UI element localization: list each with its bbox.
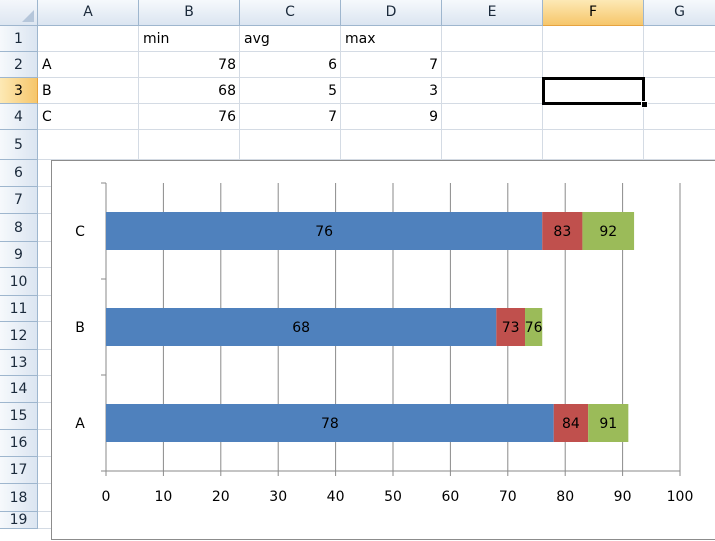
x-tick-label: 100 xyxy=(667,489,694,505)
column-header-f[interactable]: F xyxy=(543,0,644,26)
cell-b1[interactable]: min xyxy=(143,31,170,47)
row-gridline xyxy=(38,129,715,130)
row-header-6[interactable]: 6 xyxy=(0,160,38,187)
bar-segment xyxy=(106,212,543,250)
bar-segment xyxy=(582,212,635,250)
cell-c2[interactable]: 6 xyxy=(328,57,337,73)
column-header-c[interactable]: C xyxy=(240,0,341,26)
data-label: 76 xyxy=(525,320,543,336)
category-label: A xyxy=(75,416,85,432)
cell-b2[interactable]: 78 xyxy=(218,57,236,73)
bar-segment xyxy=(553,404,589,442)
row-header-19[interactable]: 19 xyxy=(0,512,38,529)
row-header-1[interactable]: 1 xyxy=(0,26,38,52)
row-gridline xyxy=(38,77,715,78)
row-header-14[interactable]: 14 xyxy=(0,376,38,403)
x-tick-label: 50 xyxy=(384,489,402,505)
bar-segment xyxy=(496,308,526,346)
bar-segment xyxy=(542,212,583,250)
fill-handle[interactable] xyxy=(641,101,648,108)
x-tick-label: 70 xyxy=(499,489,517,505)
cell-c1[interactable]: avg xyxy=(244,31,270,47)
row-header-4[interactable]: 4 xyxy=(0,104,38,130)
x-tick-label: 60 xyxy=(441,489,459,505)
column-header-e[interactable]: E xyxy=(442,0,543,26)
row-header-3[interactable]: 3 xyxy=(0,78,38,104)
column-header-a[interactable]: A xyxy=(38,0,139,26)
x-tick-label: 20 xyxy=(212,489,230,505)
cell-d3[interactable]: 3 xyxy=(429,83,438,99)
x-tick-label: 0 xyxy=(102,489,111,505)
x-tick-label: 90 xyxy=(614,489,632,505)
chart-plot: 0 10 20 30 40 50 60 70 80 90 100 A 78 84 91 B 68 73 76 C 76 8… xyxy=(75,182,694,505)
data-label: 76 xyxy=(315,224,333,240)
row-header-11[interactable]: 11 xyxy=(0,296,38,322)
row-header-18[interactable]: 18 xyxy=(0,484,38,512)
cell-b4[interactable]: 76 xyxy=(218,109,236,125)
data-label: 84 xyxy=(562,416,580,432)
column-header-g[interactable]: G xyxy=(644,0,715,26)
row-header-7[interactable]: 7 xyxy=(0,187,38,214)
row-header-5[interactable]: 5 xyxy=(0,130,38,160)
x-tick-label: 30 xyxy=(269,489,287,505)
data-label: 68 xyxy=(292,320,310,336)
row-gridline xyxy=(38,51,715,52)
row-header-2[interactable]: 2 xyxy=(0,52,38,78)
select-all-corner[interactable] xyxy=(0,0,38,26)
cell-d4[interactable]: 9 xyxy=(429,109,438,125)
cell-a2[interactable]: A xyxy=(42,57,52,73)
row-header-10[interactable]: 10 xyxy=(0,268,38,296)
data-label: 92 xyxy=(599,224,617,240)
row-header-13[interactable]: 13 xyxy=(0,350,38,376)
row-header-15[interactable]: 15 xyxy=(0,403,38,430)
category-label: B xyxy=(75,320,85,336)
row-header-12[interactable]: 12 xyxy=(0,322,38,350)
cell-c4[interactable]: 7 xyxy=(328,109,337,125)
data-label: 91 xyxy=(599,416,617,432)
cell-c3[interactable]: 5 xyxy=(328,83,337,99)
column-header-d[interactable]: D xyxy=(341,0,442,26)
select-all-icon xyxy=(22,10,34,22)
row-header-17[interactable]: 17 xyxy=(0,457,38,484)
cell-d1[interactable]: max xyxy=(345,31,376,47)
data-label: 78 xyxy=(321,416,339,432)
column-header-b[interactable]: B xyxy=(139,0,240,26)
row-gridline xyxy=(38,103,715,104)
cell-d2[interactable]: 7 xyxy=(429,57,438,73)
x-tick-label: 80 xyxy=(556,489,574,505)
cell-a4[interactable]: C xyxy=(42,109,52,125)
x-tick-label: 40 xyxy=(327,489,345,505)
active-cell-f3[interactable] xyxy=(542,77,645,105)
bar-segment xyxy=(106,404,554,442)
row-gridline xyxy=(38,159,715,160)
x-tick-label: 10 xyxy=(154,489,172,505)
bar-segment xyxy=(588,404,629,442)
stacked-bar-chart[interactable]: 0 10 20 30 40 50 60 70 80 90 100 A 78 84 91 B 68 73 76 C 76 8… xyxy=(51,160,715,540)
bar-segment xyxy=(106,308,497,346)
row-header-8[interactable]: 8 xyxy=(0,214,38,242)
row-header-9[interactable]: 9 xyxy=(0,242,38,268)
bar-segment xyxy=(525,308,543,346)
data-label: 73 xyxy=(502,320,520,336)
data-label: 83 xyxy=(553,224,571,240)
cell-b3[interactable]: 68 xyxy=(218,83,236,99)
row-header-16[interactable]: 16 xyxy=(0,430,38,457)
cell-a3[interactable]: B xyxy=(42,83,52,99)
category-label: C xyxy=(75,224,85,240)
